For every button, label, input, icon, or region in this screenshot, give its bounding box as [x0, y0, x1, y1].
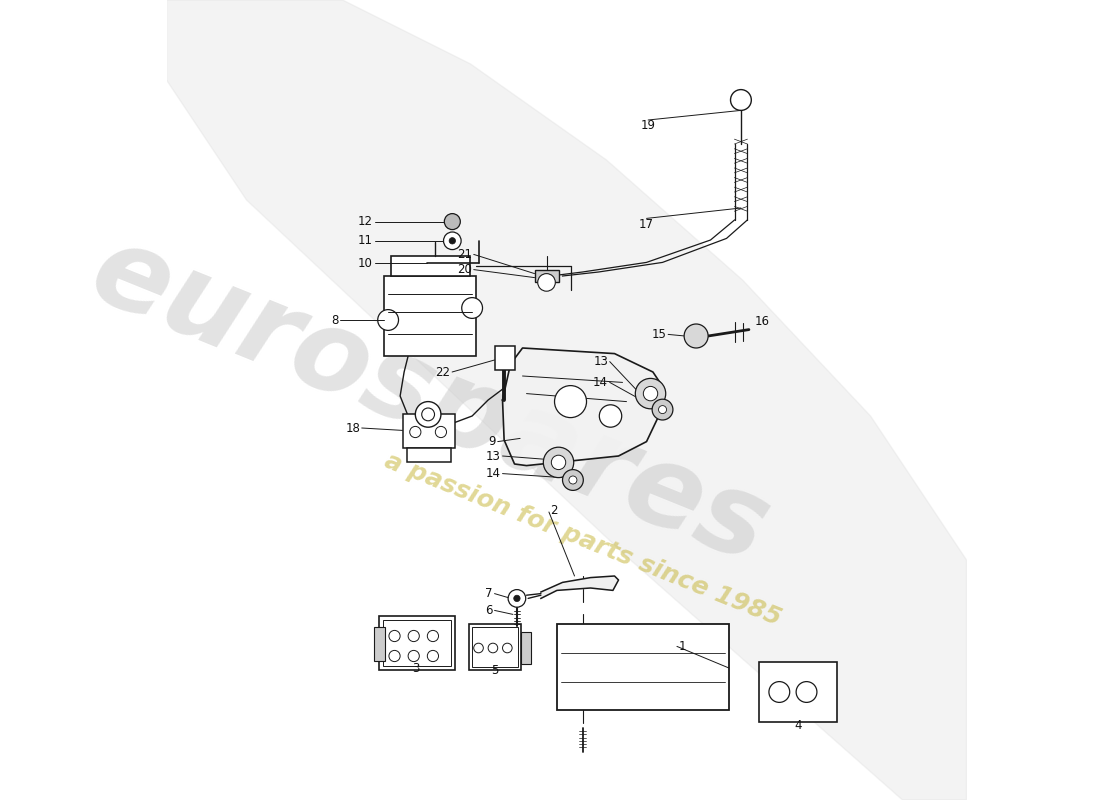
Bar: [469, 624, 521, 670]
Circle shape: [644, 386, 658, 401]
Text: 16: 16: [755, 315, 770, 328]
Circle shape: [444, 214, 460, 230]
Text: 22: 22: [436, 366, 451, 378]
Text: 13: 13: [486, 450, 500, 462]
Circle shape: [462, 298, 483, 318]
Circle shape: [409, 426, 421, 438]
Circle shape: [508, 590, 526, 607]
Circle shape: [769, 682, 790, 702]
Circle shape: [551, 455, 565, 470]
Circle shape: [408, 650, 419, 662]
Text: 7: 7: [485, 587, 493, 600]
Circle shape: [488, 643, 497, 653]
Bar: [521, 632, 530, 664]
Circle shape: [659, 406, 667, 414]
Circle shape: [652, 399, 673, 420]
Bar: [557, 624, 729, 710]
Bar: [378, 616, 454, 670]
Text: 12: 12: [358, 215, 373, 228]
Circle shape: [421, 408, 434, 421]
Circle shape: [436, 426, 447, 438]
Circle shape: [554, 386, 586, 418]
Text: 2: 2: [550, 504, 558, 517]
Circle shape: [538, 274, 556, 291]
Circle shape: [427, 630, 439, 642]
Text: 18: 18: [345, 422, 360, 434]
Circle shape: [449, 238, 455, 244]
Bar: [407, 448, 451, 462]
Circle shape: [562, 470, 583, 490]
Circle shape: [796, 682, 817, 702]
Polygon shape: [541, 576, 618, 598]
Text: 5: 5: [491, 664, 498, 677]
Text: 21: 21: [458, 248, 472, 261]
Bar: [384, 276, 476, 356]
Bar: [535, 270, 559, 282]
Circle shape: [569, 476, 576, 484]
Bar: [383, 620, 451, 666]
Circle shape: [514, 595, 520, 602]
Text: 13: 13: [593, 355, 608, 368]
Text: eurospares: eurospares: [76, 214, 785, 586]
Circle shape: [389, 630, 400, 642]
Text: 6: 6: [485, 604, 493, 617]
Text: 9: 9: [488, 435, 496, 448]
Text: 15: 15: [651, 328, 667, 341]
Circle shape: [474, 643, 483, 653]
Text: 20: 20: [458, 263, 472, 276]
Circle shape: [730, 90, 751, 110]
Text: 14: 14: [486, 467, 500, 480]
Text: 19: 19: [640, 119, 656, 132]
Bar: [472, 627, 518, 667]
Text: 8: 8: [331, 314, 339, 326]
Bar: [759, 662, 837, 722]
Circle shape: [600, 405, 621, 427]
Circle shape: [503, 643, 513, 653]
Polygon shape: [166, 0, 967, 800]
Bar: [390, 256, 470, 276]
Circle shape: [389, 650, 400, 662]
Text: 4: 4: [795, 719, 802, 732]
Circle shape: [427, 650, 439, 662]
Circle shape: [408, 630, 419, 642]
Text: 10: 10: [358, 257, 373, 270]
Circle shape: [416, 402, 441, 427]
Text: 17: 17: [639, 218, 654, 230]
Text: 11: 11: [358, 234, 373, 247]
Bar: [495, 346, 515, 370]
Bar: [374, 627, 385, 661]
Bar: [403, 414, 454, 448]
Circle shape: [443, 232, 461, 250]
Text: 14: 14: [593, 376, 608, 389]
Circle shape: [636, 378, 666, 409]
Text: 3: 3: [412, 662, 420, 674]
Circle shape: [684, 324, 708, 348]
Circle shape: [543, 447, 574, 478]
Text: 1: 1: [679, 640, 686, 653]
Circle shape: [377, 310, 398, 330]
Text: a passion for parts since 1985: a passion for parts since 1985: [381, 449, 784, 631]
Polygon shape: [503, 348, 662, 466]
